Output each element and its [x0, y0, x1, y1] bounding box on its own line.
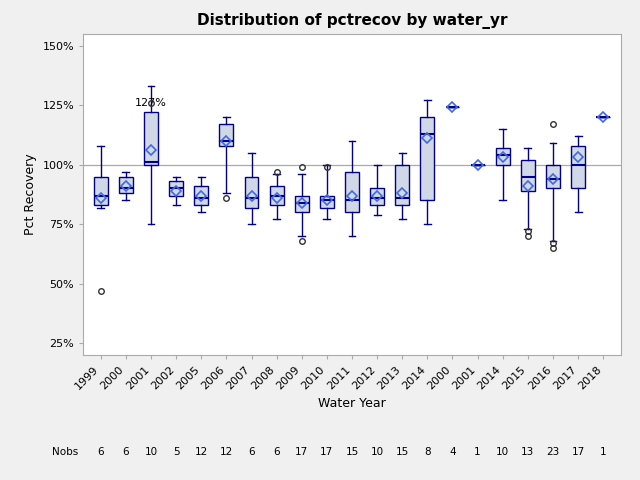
Text: 12: 12 [220, 447, 233, 457]
PathPatch shape [220, 124, 234, 145]
PathPatch shape [496, 148, 509, 165]
PathPatch shape [571, 145, 585, 189]
Text: 6: 6 [248, 447, 255, 457]
Text: 12: 12 [195, 447, 208, 457]
Text: 1: 1 [600, 447, 607, 457]
Text: 1: 1 [474, 447, 481, 457]
Text: Nobs: Nobs [52, 447, 78, 457]
Text: 15: 15 [346, 447, 358, 457]
Text: 17: 17 [320, 447, 333, 457]
X-axis label: Water Year: Water Year [318, 397, 386, 410]
Text: 10: 10 [145, 447, 157, 457]
Text: 5: 5 [173, 447, 179, 457]
Text: 6: 6 [123, 447, 129, 457]
PathPatch shape [169, 181, 183, 195]
PathPatch shape [521, 160, 535, 191]
Text: 6: 6 [97, 447, 104, 457]
PathPatch shape [269, 186, 284, 205]
Text: 23: 23 [547, 447, 559, 457]
Text: 13: 13 [521, 447, 534, 457]
Text: 10: 10 [496, 447, 509, 457]
Text: 15: 15 [396, 447, 409, 457]
PathPatch shape [119, 177, 133, 193]
PathPatch shape [94, 177, 108, 205]
PathPatch shape [195, 186, 208, 205]
Y-axis label: Pct Recovery: Pct Recovery [24, 154, 37, 235]
PathPatch shape [546, 165, 560, 189]
PathPatch shape [420, 117, 435, 200]
PathPatch shape [295, 195, 308, 212]
Text: 127%: 127% [134, 98, 166, 108]
PathPatch shape [345, 172, 359, 212]
Text: 10: 10 [371, 447, 384, 457]
Text: 4: 4 [449, 447, 456, 457]
PathPatch shape [244, 177, 259, 207]
Title: Distribution of pctrecov by water_yr: Distribution of pctrecov by water_yr [196, 13, 508, 29]
PathPatch shape [144, 112, 158, 165]
Text: 8: 8 [424, 447, 431, 457]
Text: 17: 17 [295, 447, 308, 457]
Text: 17: 17 [572, 447, 585, 457]
PathPatch shape [370, 189, 384, 205]
Text: 6: 6 [273, 447, 280, 457]
PathPatch shape [396, 165, 409, 205]
PathPatch shape [320, 195, 334, 207]
